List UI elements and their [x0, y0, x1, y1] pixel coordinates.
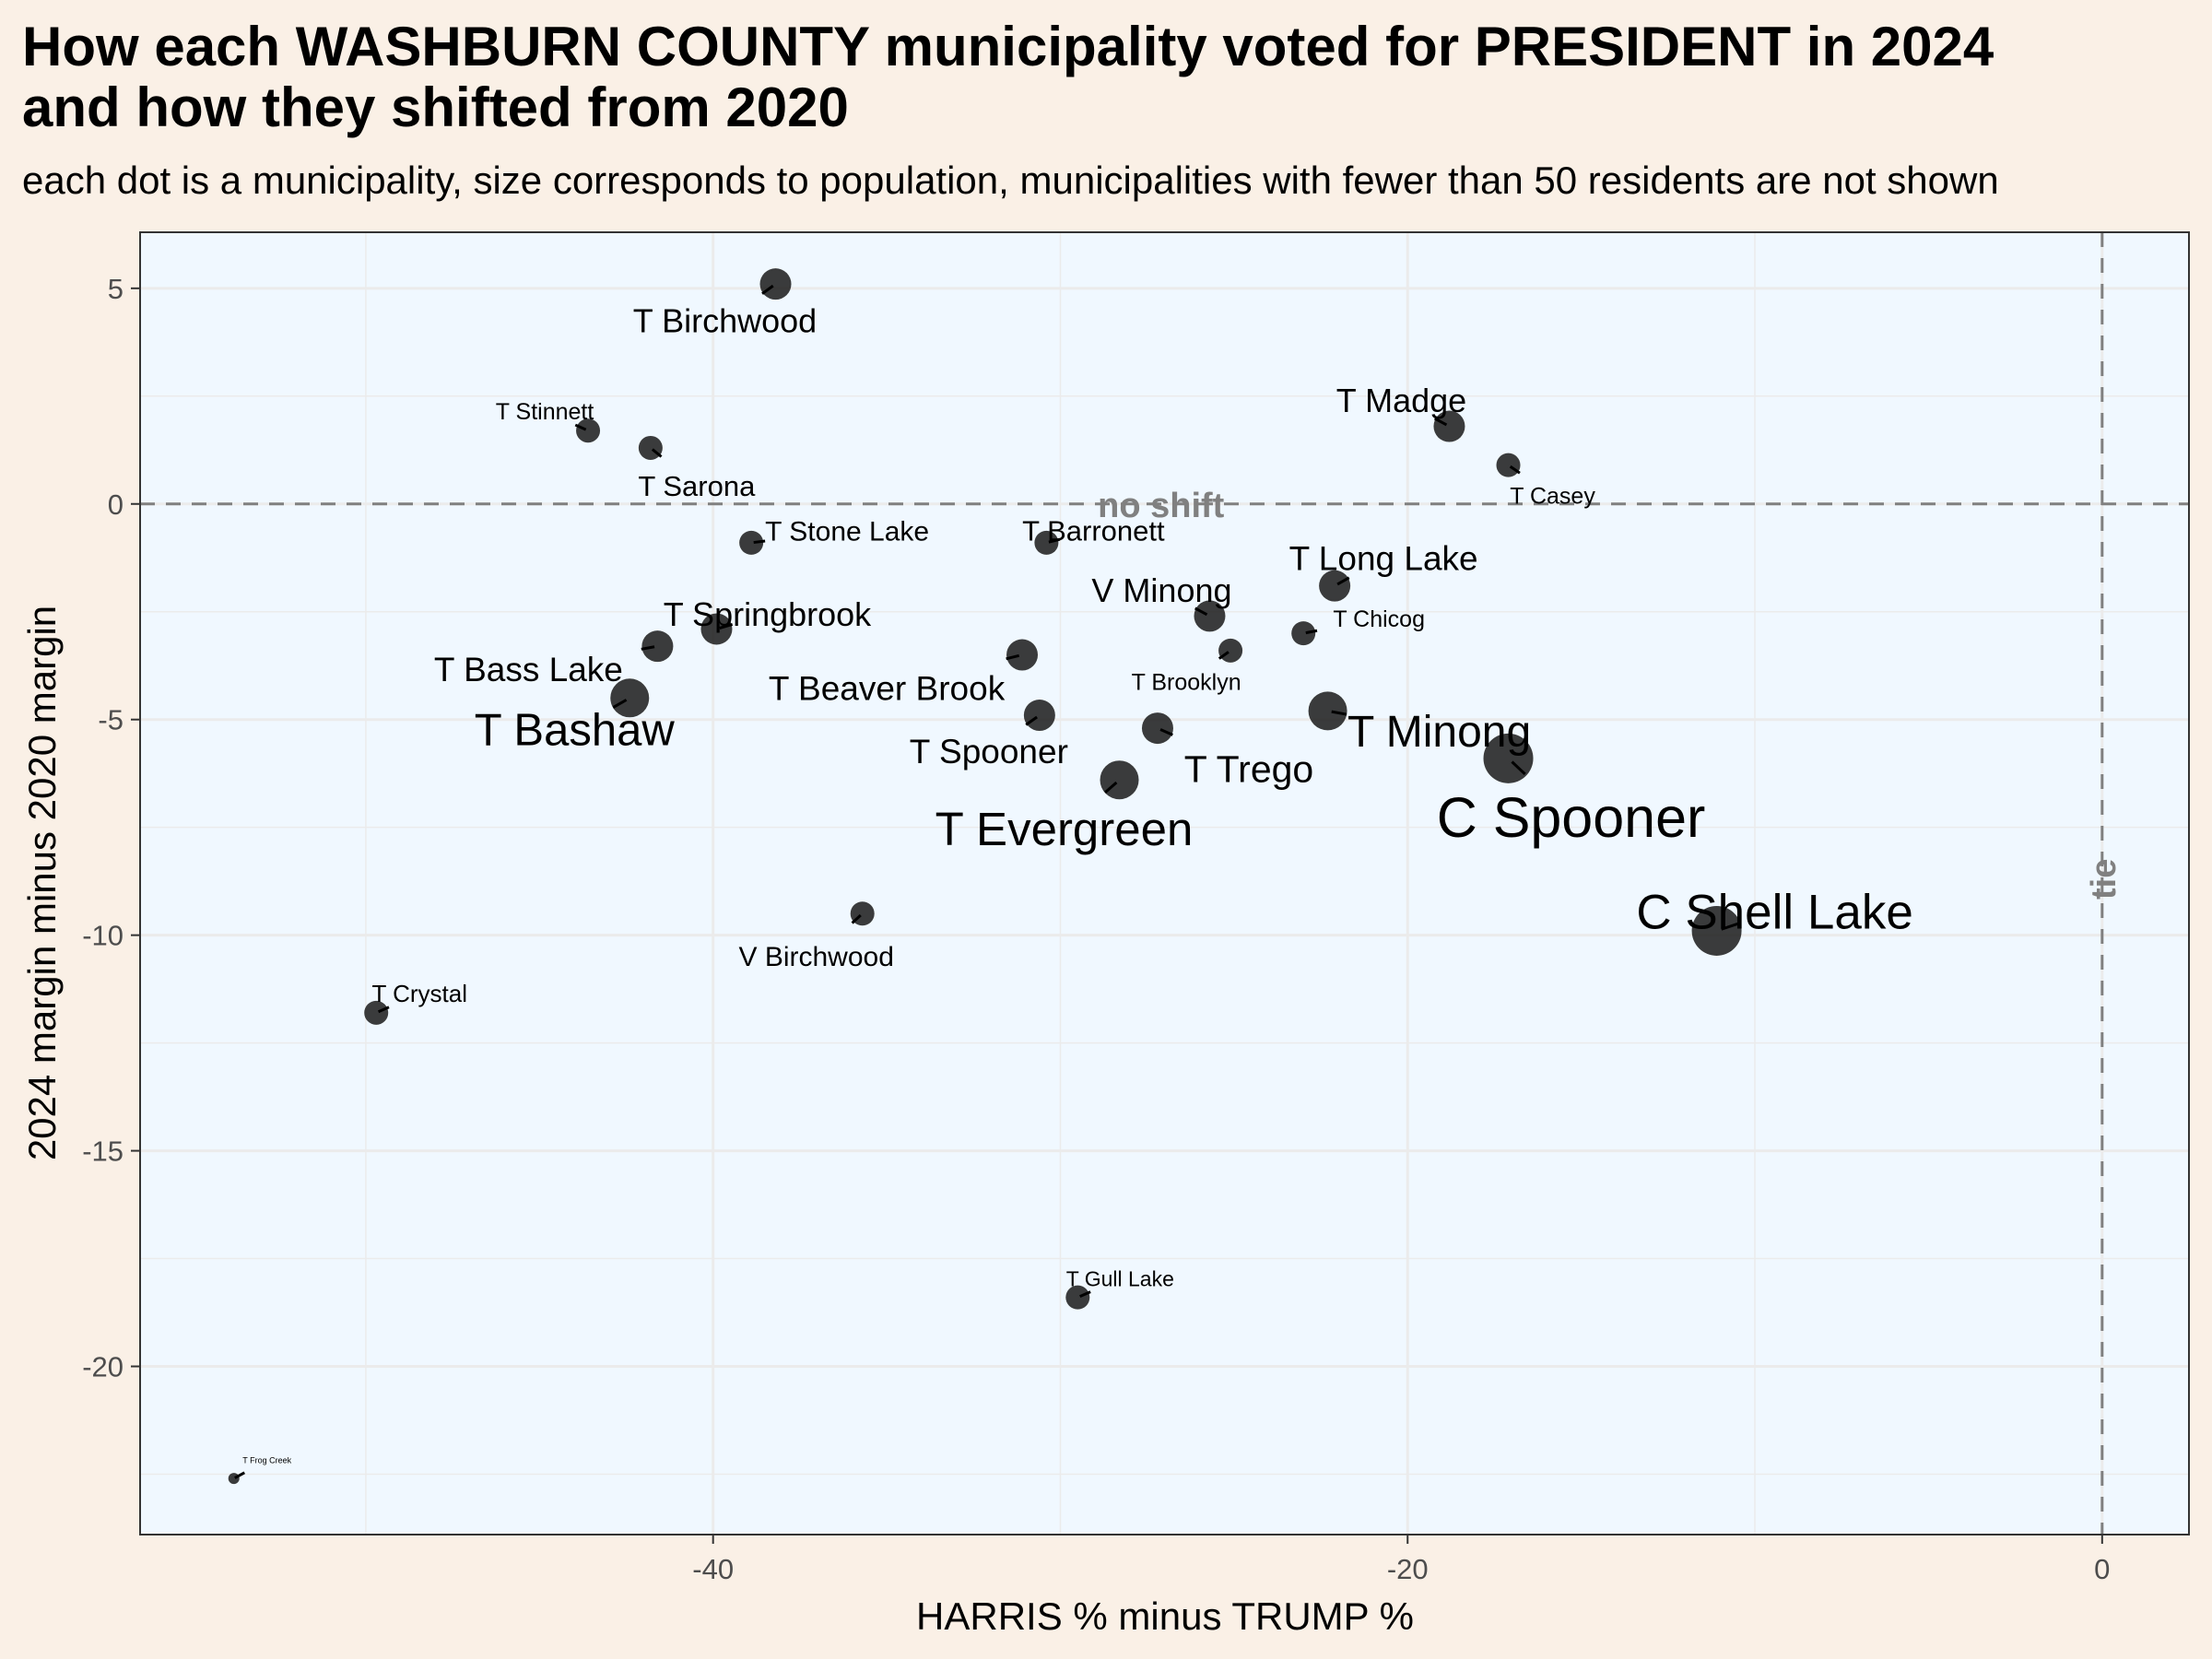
data-point	[1433, 410, 1465, 442]
y-tick-label: -20	[82, 1351, 124, 1383]
label-leader	[1433, 417, 1448, 427]
point-label: T Stinnett	[496, 399, 594, 425]
x-tick-label: 0	[2094, 1553, 2110, 1585]
data-point	[1308, 691, 1347, 731]
point-label: V Birchwood	[738, 942, 893, 972]
data-point	[1496, 453, 1521, 477]
point-label: T Spooner	[910, 733, 1068, 771]
label-leader	[1006, 653, 1020, 661]
chart-title: How each WASHBURN COUNTY municipality vo…	[22, 16, 1994, 138]
point-label: T Springbrook	[664, 595, 872, 633]
data-point	[576, 418, 601, 443]
point-label: T Birchwood	[633, 302, 817, 340]
point-label: T Gull Lake	[1066, 1267, 1174, 1291]
label-leader	[1025, 715, 1038, 726]
point-label: T Long Lake	[1289, 540, 1478, 578]
tie-label: tie	[2085, 859, 2124, 900]
data-point	[1023, 700, 1055, 732]
data-point	[739, 530, 764, 555]
point-label: T Beaver Brook	[769, 669, 1006, 707]
data-point	[1065, 1285, 1090, 1310]
label-leader	[1194, 606, 1208, 617]
data-point	[228, 1473, 240, 1485]
data-point	[1034, 530, 1059, 555]
point-label: T Crystal	[371, 980, 467, 1007]
x-axis-title: HARRIS % minus TRUMP %	[916, 1594, 1414, 1638]
data-point	[610, 678, 650, 718]
label-leader	[1509, 465, 1521, 475]
label-leader	[1104, 781, 1118, 794]
point-label: T Casey	[1510, 483, 1595, 509]
point-label: T Brooklyn	[1132, 670, 1241, 696]
data-point	[1218, 638, 1243, 663]
data-point	[1141, 712, 1173, 745]
chart-subtitle: each dot is a municipality, size corresp…	[22, 159, 1999, 202]
plot-panel	[140, 232, 2189, 1535]
label-leader	[1079, 1290, 1091, 1299]
y-tick-label: 0	[108, 488, 124, 521]
point-label: T Bashaw	[475, 705, 676, 755]
labels-layer: T Birchwood T Stinnett T Sarona T Madge T Ca…	[234, 284, 1913, 1479]
point-label: T Barronett	[1022, 515, 1165, 547]
plot-border	[139, 231, 2190, 1535]
label-leader	[1721, 922, 1739, 931]
label-leader	[1331, 710, 1347, 716]
label-leader	[851, 913, 862, 924]
point-label: T Madge	[1336, 382, 1466, 419]
data-point	[1100, 760, 1139, 800]
point-label: T Trego	[1184, 747, 1314, 790]
reference-lines: no shift tie	[140, 232, 2189, 1535]
point-label: T Frog Creek	[242, 1455, 291, 1465]
label-leader	[761, 284, 774, 295]
x-tick-label: -40	[692, 1553, 734, 1585]
point-label: T Chicog	[1333, 606, 1425, 632]
data-point	[1291, 621, 1316, 646]
label-leader	[641, 645, 655, 651]
label-leader	[612, 699, 628, 709]
data-point	[1006, 639, 1039, 671]
data-point	[1691, 905, 1742, 956]
label-leader	[753, 539, 766, 545]
data-point	[700, 613, 733, 645]
y-tick-label: -10	[82, 920, 124, 952]
label-leader	[234, 1471, 245, 1479]
y-axis-title: 2024 margin minus 2020 margin	[20, 606, 64, 1160]
y-tick-label: -15	[82, 1135, 124, 1168]
label-leader	[1511, 760, 1526, 775]
point-label: T Stone Lake	[765, 516, 929, 547]
label-leader	[1305, 629, 1318, 635]
label-leader	[1048, 537, 1061, 544]
data-point	[1319, 570, 1351, 602]
point-label: T Evergreen	[935, 803, 1194, 855]
label-leader	[1159, 728, 1173, 736]
point-label: C Spooner	[1437, 786, 1706, 849]
label-leader	[651, 448, 663, 458]
label-leader	[377, 1006, 390, 1014]
point-label: T Bass Lake	[434, 651, 623, 688]
data-point	[759, 268, 792, 300]
y-tick-label: 5	[108, 273, 124, 305]
point-label: V Minong	[1091, 571, 1231, 609]
y-tick-label: -5	[98, 704, 124, 736]
x-tick-label: -20	[1387, 1553, 1429, 1585]
data-point	[364, 1000, 389, 1025]
no-shift-label: no shift	[1098, 487, 1225, 525]
data-point	[1194, 600, 1226, 632]
point-label: T Sarona	[638, 470, 756, 502]
point-label: T Minong	[1347, 708, 1531, 757]
label-leader	[719, 623, 734, 629]
points-layer	[228, 268, 1742, 1485]
label-leader	[1218, 651, 1230, 660]
axis-ticks: -40 -20 0 5 0 -5 -10 -15 -20	[82, 273, 2110, 1585]
label-leader	[574, 423, 587, 431]
label-leader	[1336, 576, 1350, 586]
point-label: C Shell Lake	[1636, 886, 1913, 940]
grid-minor	[140, 232, 2189, 1535]
data-point	[641, 630, 674, 663]
